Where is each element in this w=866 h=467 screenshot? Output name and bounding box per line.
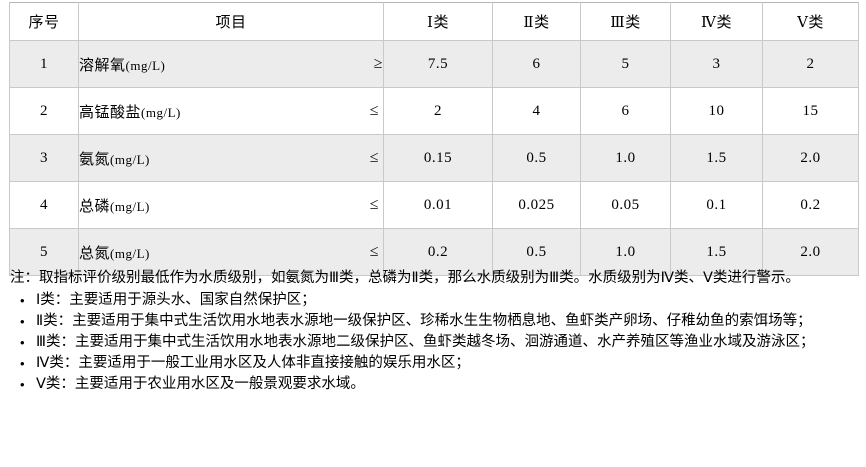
item-label: 溶解氧(mg/L)	[79, 57, 166, 74]
notes-section: 注：取指标评价级别最低作为水质级别，如氨氮为Ⅲ类，总磷为Ⅱ类，那么水质级别为Ⅲ类…	[10, 268, 860, 395]
cell-row-no: 3	[9, 134, 79, 182]
comparison-operator: ≤	[369, 243, 379, 260]
list-item: Ⅱ类：主要适用于集中式生活饮用水地表水源地一级保护区、珍稀水生生物栖息地、鱼虾类…	[10, 311, 860, 332]
table-header-row: 序号 项目 Ⅰ类 Ⅱ类 Ⅲ类 Ⅳ类 Ⅴ类	[9, 2, 859, 41]
note-paragraph: 注：取指标评价级别最低作为水质级别，如氨氮为Ⅲ类，总磷为Ⅱ类，那么水质级别为Ⅲ类…	[10, 270, 800, 286]
cell-value-class-2: 0.025	[492, 181, 581, 229]
cell-item: 总磷(mg/L) ≤	[78, 181, 384, 229]
comparison-operator: ≤	[369, 102, 379, 119]
comparison-operator: ≤	[369, 196, 379, 213]
header-cell-class-4: Ⅳ类	[670, 2, 763, 41]
cell-item: 总氮(mg/L) ≤	[78, 228, 384, 276]
list-item: Ⅲ类：主要适用于集中式生活饮用水地表水源地二级保护区、鱼虾类越冬场、洄游通道、水…	[10, 332, 860, 353]
cell-value-class-5: 15	[762, 87, 859, 135]
table-row: 2 高锰酸盐(mg/L) ≤ 2 4 6 10 15	[9, 87, 859, 135]
comparison-operator: ≤	[369, 149, 379, 166]
cell-item: 高锰酸盐(mg/L) ≤	[78, 87, 384, 135]
header-cell-class-2: Ⅱ类	[492, 2, 581, 41]
item-label: 总磷(mg/L)	[79, 198, 150, 215]
cell-value-class-5: 2	[762, 40, 859, 88]
cell-value-class-1: 0.15	[383, 134, 493, 182]
list-item: Ⅰ类：主要适用于源头水、国家自然保护区；	[10, 290, 860, 311]
item-label: 总氮(mg/L)	[79, 245, 150, 262]
class-description-list: Ⅰ类：主要适用于源头水、国家自然保护区； Ⅱ类：主要适用于集中式生活饮用水地表水…	[10, 290, 860, 395]
cell-value-class-4: 0.1	[670, 181, 763, 229]
water-quality-table: 序号 项目 Ⅰ类 Ⅱ类 Ⅲ类 Ⅳ类 Ⅴ类 1 溶解氧(mg/L) ≥	[9, 2, 859, 276]
cell-value-class-3: 1.0	[580, 228, 671, 276]
cell-value-class-1: 0.01	[383, 181, 493, 229]
cell-value-class-2: 0.5	[492, 228, 581, 276]
cell-item: 溶解氧(mg/L) ≥	[78, 40, 384, 88]
cell-value-class-3: 6	[580, 87, 671, 135]
cell-value-class-2: 6	[492, 40, 581, 88]
table-row: 4 总磷(mg/L) ≤ 0.01 0.025 0.05 0.1 0.2	[9, 181, 859, 229]
table-row: 3 氨氮(mg/L) ≤ 0.15 0.5 1.0 1.5 2.0	[9, 134, 859, 182]
table-row: 5 总氮(mg/L) ≤ 0.2 0.5 1.0 1.5 2.0	[9, 228, 859, 276]
cell-value-class-5: 2.0	[762, 134, 859, 182]
table-header: 序号 项目 Ⅰ类 Ⅱ类 Ⅲ类 Ⅳ类 Ⅴ类	[9, 2, 859, 41]
comparison-operator: ≥	[373, 55, 383, 72]
cell-value-class-1: 0.2	[383, 228, 493, 276]
header-cell-class-1: Ⅰ类	[383, 2, 493, 41]
item-label: 氨氮(mg/L)	[79, 151, 150, 168]
cell-value-class-1: 2	[383, 87, 493, 135]
header-cell-class-5: Ⅴ类	[762, 2, 859, 41]
cell-value-class-3: 0.05	[580, 181, 671, 229]
cell-row-no: 1	[9, 40, 79, 88]
cell-row-no: 4	[9, 181, 79, 229]
cell-value-class-4: 3	[670, 40, 763, 88]
cell-row-no: 2	[9, 87, 79, 135]
cell-value-class-2: 0.5	[492, 134, 581, 182]
header-cell-item: 项目	[78, 2, 384, 41]
cell-value-class-4: 1.5	[670, 134, 763, 182]
cell-value-class-3: 5	[580, 40, 671, 88]
cell-item: 氨氮(mg/L) ≤	[78, 134, 384, 182]
table-body: 1 溶解氧(mg/L) ≥ 7.5 6 5 3 2 2	[9, 40, 859, 276]
header-cell-no: 序号	[9, 2, 79, 41]
cell-value-class-5: 0.2	[762, 181, 859, 229]
list-item: Ⅳ类：主要适用于一般工业用水区及人体非直接接触的娱乐用水区；	[10, 353, 860, 374]
cell-value-class-4: 10	[670, 87, 763, 135]
cell-row-no: 5	[9, 228, 79, 276]
item-label: 高锰酸盐(mg/L)	[79, 104, 181, 121]
cell-value-class-5: 2.0	[762, 228, 859, 276]
table-row: 1 溶解氧(mg/L) ≥ 7.5 6 5 3 2	[9, 40, 859, 88]
header-cell-class-3: Ⅲ类	[580, 2, 671, 41]
cell-value-class-4: 1.5	[670, 228, 763, 276]
cell-value-class-1: 7.5	[383, 40, 493, 88]
cell-value-class-2: 4	[492, 87, 581, 135]
list-item: Ⅴ类：主要适用于农业用水区及一般景观要求水域。	[10, 374, 860, 395]
water-quality-table-wrapper: 序号 项目 Ⅰ类 Ⅱ类 Ⅲ类 Ⅳ类 Ⅴ类 1 溶解氧(mg/L) ≥	[9, 2, 859, 276]
cell-value-class-3: 1.0	[580, 134, 671, 182]
